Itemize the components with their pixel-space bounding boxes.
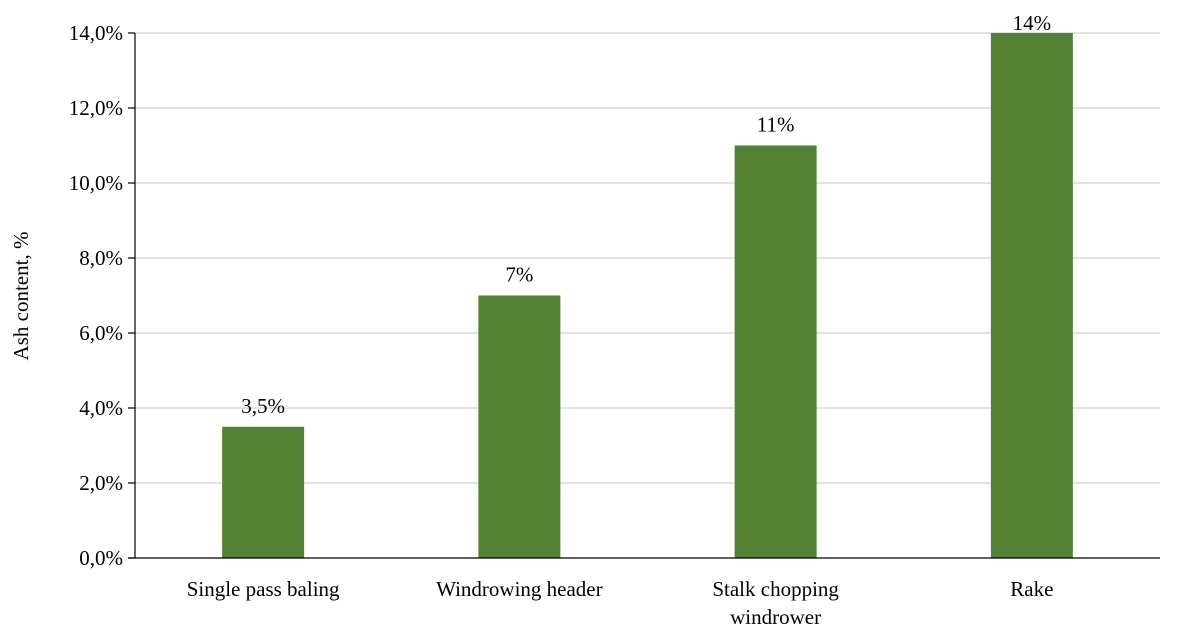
bar: [991, 33, 1073, 558]
data-label: 3,5%: [241, 394, 285, 418]
bar: [222, 427, 304, 558]
data-label: 11%: [757, 113, 795, 137]
y-axis-title: Ash content, %: [9, 232, 33, 361]
y-tick-label: 0,0%: [79, 546, 123, 570]
data-label: 7%: [505, 263, 533, 287]
bars: [222, 33, 1073, 558]
y-tick-label: 14,0%: [69, 21, 123, 45]
y-axis-ticks: 0,0% 2,0% 4,0% 6,0% 8,0% 10,0% 12,0% 14,0%: [69, 21, 135, 570]
category-label-line: Single pass baling: [187, 577, 340, 601]
y-tick-label: 2,0%: [79, 471, 123, 495]
y-tick-label: 12,0%: [69, 96, 123, 120]
category-label: Rake: [1010, 577, 1053, 601]
bar: [735, 146, 817, 559]
category-label: Stalk chopping windrower: [712, 577, 839, 629]
category-label-line: Stalk chopping: [712, 577, 839, 601]
data-label: 14%: [1013, 11, 1052, 35]
y-tick-label: 10,0%: [69, 171, 123, 195]
y-tick-label: 8,0%: [79, 246, 123, 270]
category-label: Single pass baling: [187, 577, 340, 601]
y-tick-label: 6,0%: [79, 321, 123, 345]
data-labels: 3,5% 7% 11% 14%: [241, 11, 1051, 418]
category-label-line: windrower: [730, 605, 821, 629]
category-label-line: Rake: [1010, 577, 1053, 601]
category-label-line: Windrowing header: [436, 577, 603, 601]
y-tick-label: 4,0%: [79, 396, 123, 420]
category-label: Windrowing header: [436, 577, 603, 601]
category-labels: Single pass baling Windrowing header Stalk…: [187, 577, 1054, 629]
bar: [478, 296, 560, 559]
